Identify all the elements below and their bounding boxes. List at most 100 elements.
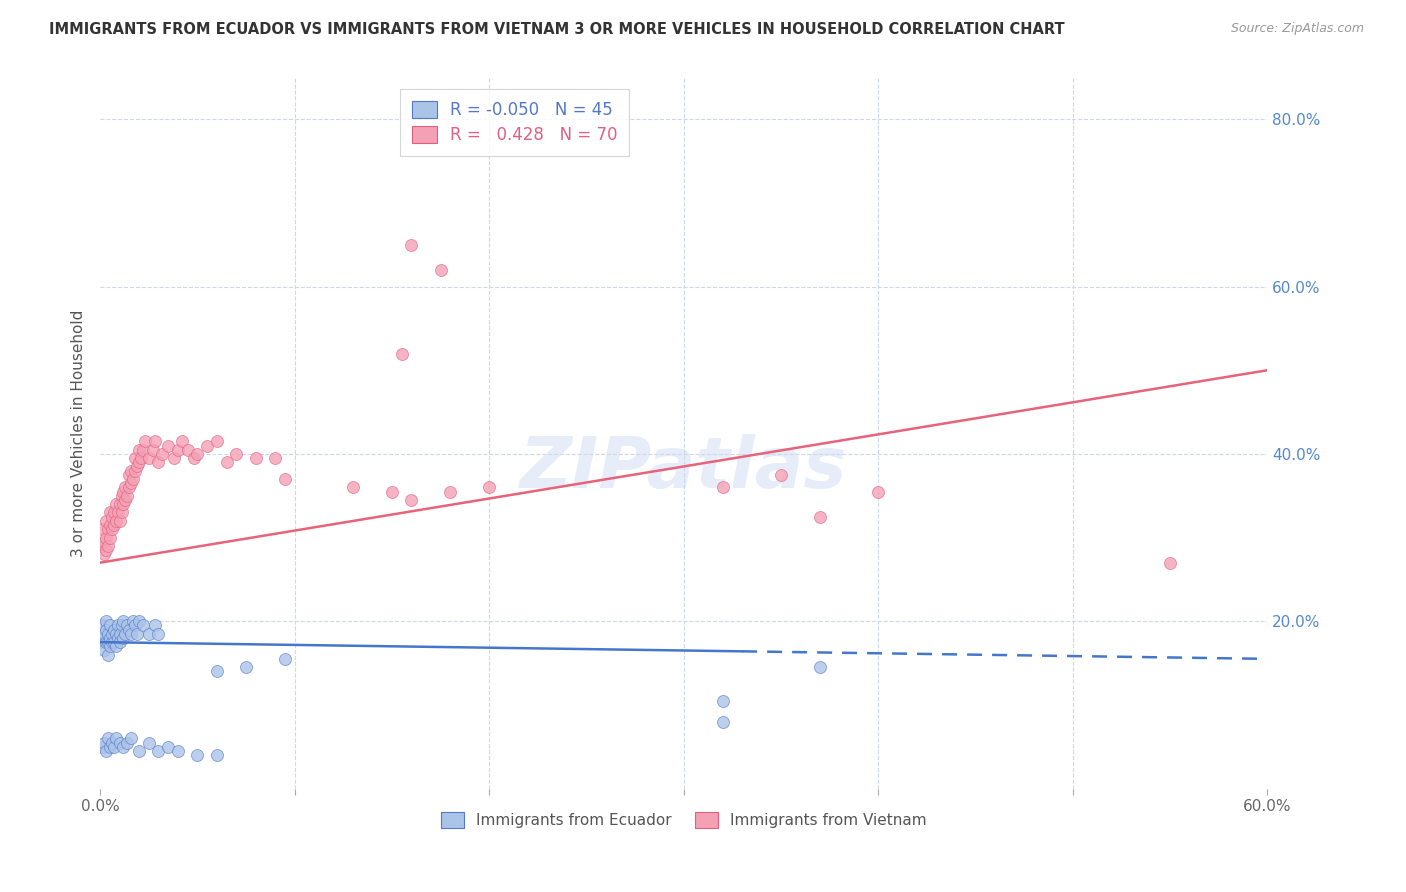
- Point: [381, 484, 404, 499]
- Point: [108, 514, 131, 528]
- Point: [808, 509, 831, 524]
- Point: [91, 539, 114, 553]
- Point: [97, 731, 120, 746]
- Point: [94, 531, 117, 545]
- Text: IMMIGRANTS FROM ECUADOR VS IMMIGRANTS FROM VIETNAM 3 OR MORE VEHICLES IN HOUSEHO: IMMIGRANTS FROM ECUADOR VS IMMIGRANTS FR…: [49, 22, 1064, 37]
- Point: [94, 623, 117, 637]
- Point: [94, 514, 117, 528]
- Point: [132, 618, 155, 632]
- Point: [186, 447, 208, 461]
- Point: [101, 522, 124, 536]
- Point: [91, 618, 114, 632]
- Point: [138, 626, 160, 640]
- Point: [148, 455, 170, 469]
- Point: [186, 747, 208, 762]
- Point: [108, 626, 131, 640]
- Point: [118, 480, 141, 494]
- Point: [112, 497, 135, 511]
- Point: [98, 618, 121, 632]
- Point: [128, 455, 150, 469]
- Point: [132, 442, 155, 457]
- Point: [114, 626, 136, 640]
- Point: [110, 618, 132, 632]
- Point: [215, 455, 238, 469]
- Point: [124, 618, 146, 632]
- Point: [98, 631, 121, 645]
- Point: [93, 643, 115, 657]
- Point: [711, 480, 734, 494]
- Point: [104, 497, 127, 511]
- Point: [103, 635, 125, 649]
- Point: [128, 744, 150, 758]
- Point: [91, 739, 114, 754]
- Point: [108, 635, 131, 649]
- Point: [170, 434, 193, 449]
- Point: [439, 484, 461, 499]
- Point: [97, 635, 120, 649]
- Point: [808, 660, 831, 674]
- Point: [264, 451, 287, 466]
- Point: [93, 631, 115, 645]
- Point: [118, 623, 141, 637]
- Point: [122, 472, 145, 486]
- Point: [120, 464, 142, 478]
- Point: [112, 484, 135, 499]
- Point: [107, 631, 129, 645]
- Point: [101, 626, 124, 640]
- Point: [429, 263, 451, 277]
- Point: [167, 442, 190, 457]
- Point: [107, 506, 129, 520]
- Point: [114, 480, 136, 494]
- Point: [142, 442, 165, 457]
- Point: [101, 735, 124, 749]
- Point: [93, 534, 115, 549]
- Point: [98, 640, 121, 654]
- Point: [91, 635, 114, 649]
- Point: [98, 518, 121, 533]
- Text: ZIPatlas: ZIPatlas: [520, 434, 848, 503]
- Point: [342, 480, 364, 494]
- Point: [103, 623, 125, 637]
- Point: [157, 438, 180, 452]
- Point: [150, 447, 173, 461]
- Point: [128, 614, 150, 628]
- Point: [138, 735, 160, 749]
- Point: [104, 514, 127, 528]
- Y-axis label: 3 or more Vehicles in Household: 3 or more Vehicles in Household: [72, 310, 86, 557]
- Point: [104, 640, 127, 654]
- Point: [195, 438, 218, 452]
- Point: [245, 451, 267, 466]
- Point: [1159, 556, 1181, 570]
- Point: [114, 492, 136, 507]
- Point: [91, 522, 114, 536]
- Point: [103, 518, 125, 533]
- Point: [167, 744, 190, 758]
- Point: [97, 539, 120, 553]
- Point: [157, 739, 180, 754]
- Point: [122, 614, 145, 628]
- Point: [104, 731, 127, 746]
- Point: [401, 492, 423, 507]
- Point: [101, 635, 124, 649]
- Point: [711, 714, 734, 729]
- Point: [478, 480, 501, 494]
- Point: [103, 506, 125, 520]
- Point: [117, 618, 139, 632]
- Point: [108, 497, 131, 511]
- Point: [205, 747, 228, 762]
- Point: [98, 506, 121, 520]
- Point: [138, 451, 160, 466]
- Point: [205, 434, 228, 449]
- Point: [391, 346, 413, 360]
- Point: [148, 744, 170, 758]
- Point: [101, 509, 124, 524]
- Point: [183, 451, 205, 466]
- Point: [127, 626, 149, 640]
- Point: [107, 618, 129, 632]
- Point: [118, 467, 141, 482]
- Point: [134, 434, 156, 449]
- Point: [93, 626, 115, 640]
- Point: [163, 451, 186, 466]
- Point: [93, 735, 115, 749]
- Point: [93, 547, 115, 561]
